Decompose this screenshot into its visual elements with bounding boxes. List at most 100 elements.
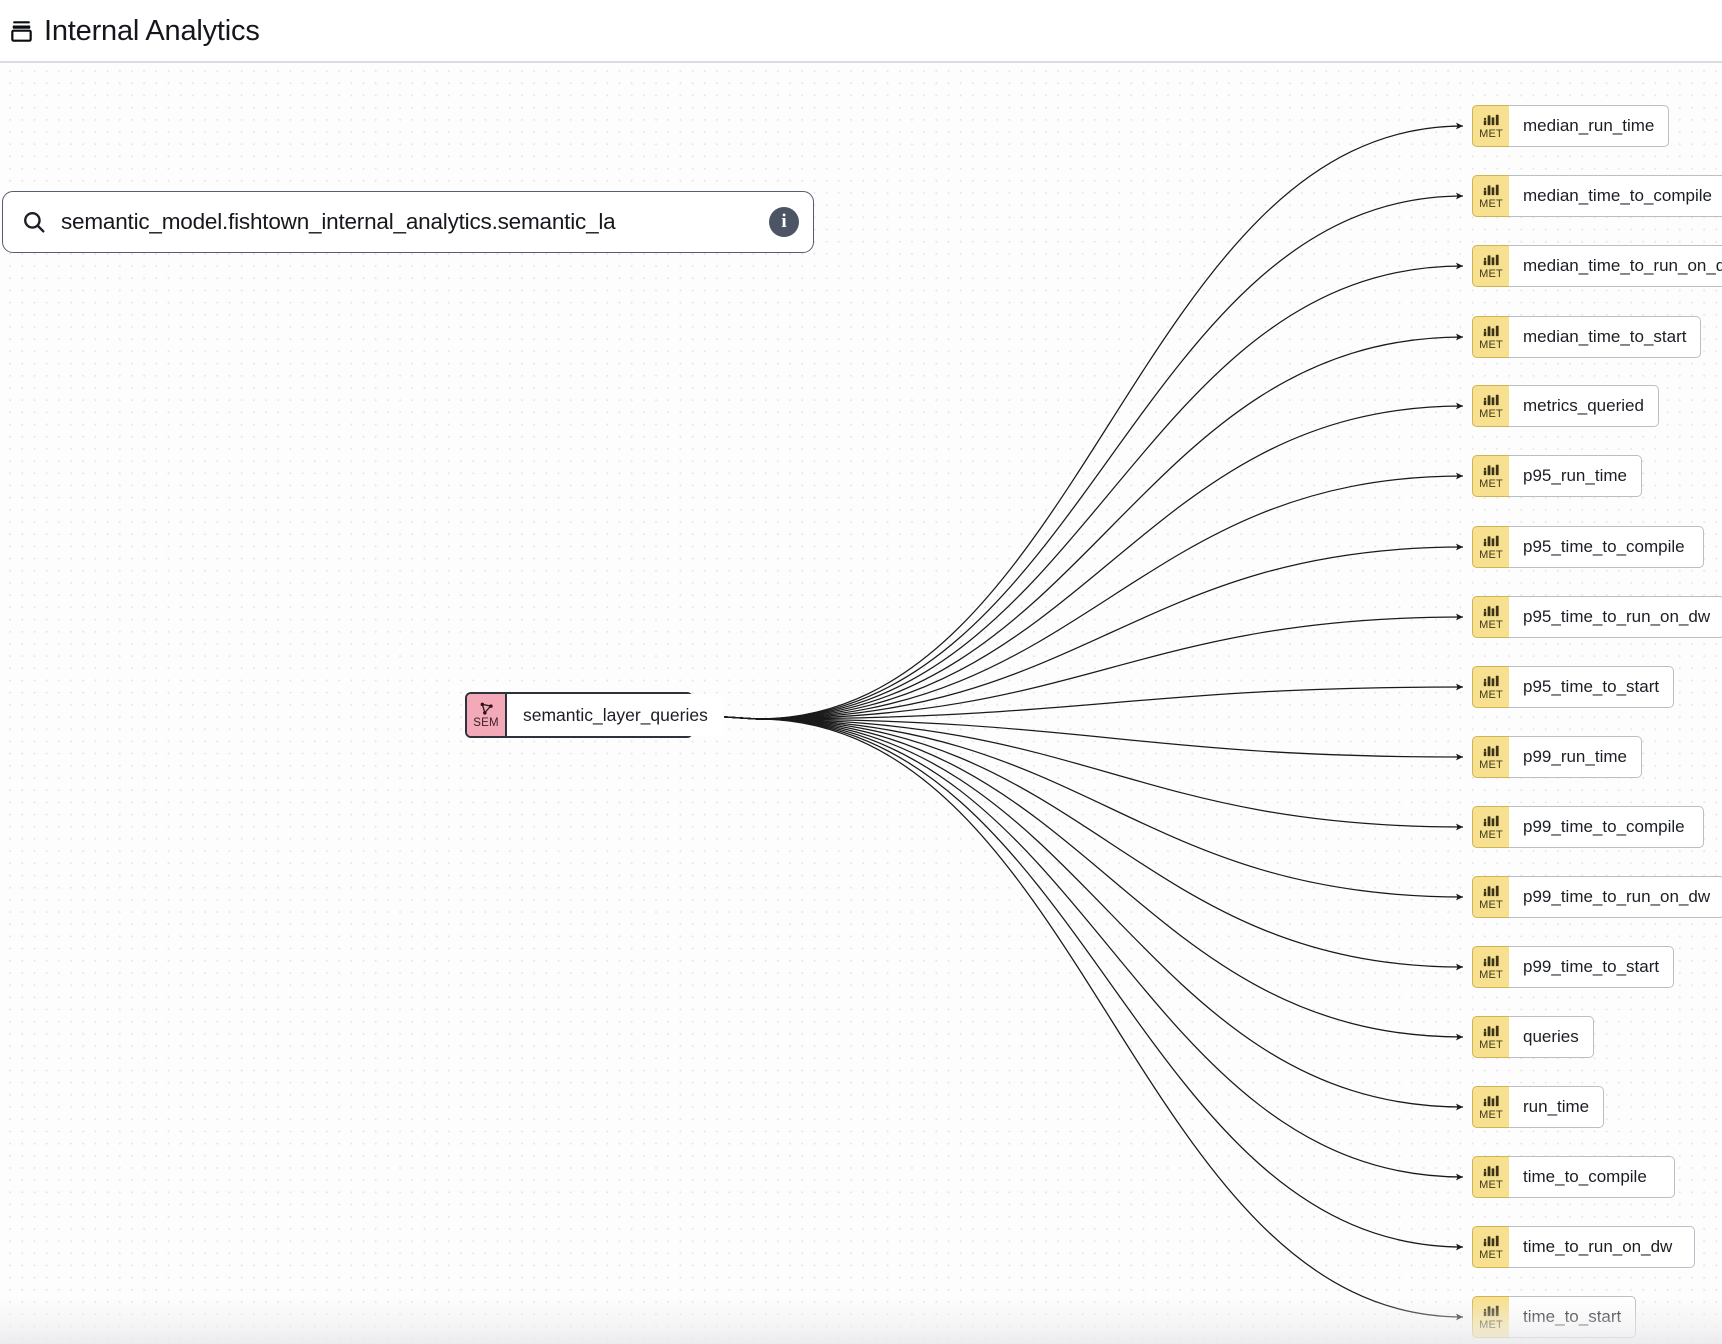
lineage-edge-arrow: [1456, 262, 1463, 270]
node-metric[interactable]: MET median_time_to_run_on_dw: [1472, 245, 1722, 287]
node-metric[interactable]: MET median_time_to_start: [1472, 316, 1702, 358]
metric-badge: MET: [1472, 245, 1509, 287]
bar-chart-icon: [1483, 673, 1500, 688]
lineage-edge: [694, 714, 1464, 968]
metric-badge: MET: [1472, 876, 1509, 918]
metric-badge-label: MET: [1479, 689, 1503, 701]
metric-badge-label: MET: [1479, 408, 1503, 420]
lineage-edge: [694, 475, 1464, 720]
lineage-edge: [694, 714, 1464, 758]
header-divider: [0, 61, 1722, 63]
lineage-edge-arrow: [1456, 893, 1463, 901]
metric-badge: MET: [1472, 526, 1509, 568]
lineage-edge-arrow: [1456, 753, 1463, 761]
bar-chart-icon: [1483, 462, 1500, 477]
metric-badge-label: MET: [1479, 478, 1503, 490]
bar-chart-icon: [1483, 953, 1500, 968]
lineage-edge: [694, 714, 1464, 828]
bar-chart-icon: [1483, 112, 1500, 127]
bar-chart-icon: [1483, 252, 1500, 267]
metric-badge: MET: [1472, 736, 1509, 778]
lineage-edge-arrow: [1456, 1103, 1463, 1111]
lineage-edge: [694, 336, 1464, 720]
metric-badge-label: MET: [1479, 899, 1503, 911]
info-icon[interactable]: i: [769, 207, 799, 237]
lineage-edge: [694, 546, 1464, 720]
metric-badge-label: MET: [1479, 1249, 1503, 1261]
lineage-edge: [694, 616, 1464, 720]
lineage-edge-arrow: [1456, 543, 1463, 551]
node-metric[interactable]: MET median_time_to_compile: [1472, 175, 1722, 217]
semantic-model-icon: [478, 701, 495, 716]
metric-label: time_to_compile: [1509, 1156, 1675, 1198]
node-metric[interactable]: MET p95_run_time: [1472, 455, 1642, 497]
bar-chart-icon: [1483, 1023, 1500, 1038]
node-metric[interactable]: MET time_to_start: [1472, 1296, 1637, 1338]
lineage-edge-arrow: [1456, 1033, 1463, 1041]
node-metric[interactable]: MET metrics_queried: [1472, 385, 1659, 427]
bar-chart-icon: [1483, 743, 1500, 758]
metric-badge: MET: [1472, 175, 1509, 217]
metric-badge-label: MET: [1479, 198, 1503, 210]
bar-chart-icon: [1483, 1233, 1500, 1248]
node-metric[interactable]: MET p99_time_to_compile: [1472, 806, 1704, 848]
metric-badge-label: MET: [1479, 619, 1503, 631]
node-metric[interactable]: MET time_to_compile: [1472, 1156, 1675, 1198]
metric-label: p95_time_to_compile: [1509, 526, 1704, 568]
lineage-canvas[interactable]: MET median_run_time MET median_time_to_com…: [0, 63, 1722, 1344]
bar-chart-icon: [1483, 1093, 1500, 1108]
lineage-edge-arrow: [1456, 1243, 1463, 1251]
lineage-edge-arrow: [1456, 1173, 1463, 1181]
bar-chart-icon: [1483, 1303, 1500, 1318]
lineage-edge-arrow: [1456, 1313, 1463, 1321]
metric-badge-label: MET: [1479, 1179, 1503, 1191]
node-metric[interactable]: MET median_run_time: [1472, 105, 1670, 147]
lineage-edge: [694, 265, 1464, 720]
node-metric[interactable]: MET p95_time_to_start: [1472, 666, 1675, 708]
lineage-edge: [694, 195, 1464, 720]
metric-label: p95_run_time: [1509, 455, 1642, 497]
bar-chart-icon: [1483, 392, 1500, 407]
metric-badge-label: MET: [1479, 1319, 1503, 1331]
lineage-edge: [694, 686, 1464, 720]
node-metric[interactable]: MET run_time: [1472, 1086, 1605, 1128]
bar-chart-icon: [1483, 1163, 1500, 1178]
node-metric[interactable]: MET p99_run_time: [1472, 736, 1642, 778]
lineage-edges: [694, 122, 1464, 1321]
archive-box-icon: [6, 16, 36, 46]
metric-badge-label: MET: [1479, 829, 1503, 841]
canvas-bottom-fade: [0, 1298, 1722, 1344]
metric-badge: MET: [1472, 105, 1509, 147]
metric-badge: MET: [1472, 596, 1509, 638]
search-bar[interactable]: i: [2, 191, 814, 253]
metric-badge-label: MET: [1479, 759, 1503, 771]
metric-badge-label: MET: [1479, 969, 1503, 981]
metric-badge: MET: [1472, 1226, 1509, 1268]
metric-badge-label: MET: [1479, 268, 1503, 280]
metric-label: median_run_time: [1509, 105, 1670, 147]
lineage-edge-arrow: [1456, 333, 1463, 341]
node-semantic-model[interactable]: SEM semantic_layer_queries: [465, 692, 724, 738]
node-metric[interactable]: MET p95_time_to_run_on_dw: [1472, 596, 1722, 638]
semantic-model-label: semantic_layer_queries: [507, 694, 724, 736]
metric-label: p99_run_time: [1509, 736, 1642, 778]
node-metric[interactable]: MET p95_time_to_compile: [1472, 526, 1704, 568]
node-metric[interactable]: MET p99_time_to_run_on_dw: [1472, 876, 1722, 918]
node-metric[interactable]: MET p99_time_to_start: [1472, 946, 1675, 988]
lineage-edge: [694, 714, 1464, 1108]
metric-badge: MET: [1472, 316, 1509, 358]
node-metric[interactable]: MET queries: [1472, 1016, 1594, 1058]
lineage-edge-arrow: [1456, 192, 1463, 200]
metric-label: median_time_to_run_on_dw: [1509, 245, 1722, 287]
page-header: Internal Analytics: [0, 0, 1722, 62]
metric-badge-label: MET: [1479, 1039, 1503, 1051]
node-metric[interactable]: MET time_to_run_on_dw: [1472, 1226, 1695, 1268]
metric-badge: MET: [1472, 1296, 1509, 1338]
search-input[interactable]: [61, 209, 761, 235]
bar-chart-icon: [1483, 603, 1500, 618]
lineage-edge-arrow: [1456, 122, 1463, 130]
page-title: Internal Analytics: [44, 14, 260, 47]
lineage-edge-arrow: [1456, 402, 1463, 410]
lineage-edge-arrow: [1456, 472, 1463, 480]
